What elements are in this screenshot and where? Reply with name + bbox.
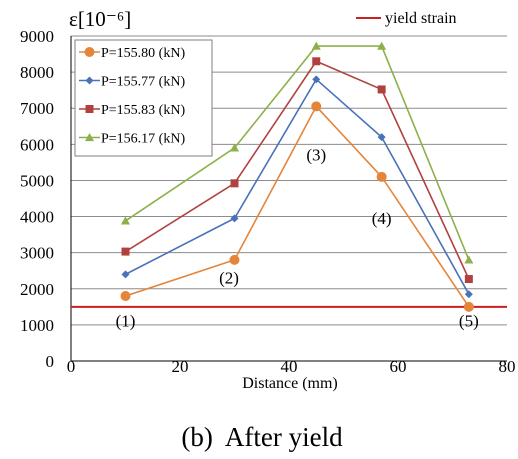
data-point-s2-4 bbox=[377, 133, 386, 142]
data-point-s2-5 bbox=[464, 290, 473, 299]
data-point-s3-1 bbox=[121, 247, 130, 256]
annotation-label-5: (5) bbox=[459, 312, 479, 331]
y-tick-labels: 0 1000 2000 3000 4000 5000 6000 7000 8000 9000 bbox=[20, 27, 54, 371]
annotation-label-1: (1) bbox=[116, 312, 136, 331]
legend-label-2: P=155.77 (kN) bbox=[101, 75, 185, 90]
legend: P=155.80 (kN) P=155.77 (kN) P=155.83 (kN) P… bbox=[74, 39, 213, 157]
legend-label-3: P=155.83 (kN) bbox=[101, 103, 185, 118]
data-point-s2-3 bbox=[312, 75, 321, 84]
data-point-s4-2 bbox=[230, 143, 239, 152]
data-point-s3-4 bbox=[377, 85, 386, 94]
y-tick-label-7000: 7000 bbox=[20, 99, 54, 118]
data-point-s4-5 bbox=[464, 255, 474, 264]
y-tick-label-5000: 5000 bbox=[20, 171, 54, 190]
x-axis-label: Distance (mm) bbox=[242, 375, 338, 392]
x-tick-label-60: 60 bbox=[390, 357, 407, 376]
chart-caption: (b) After yield bbox=[181, 422, 343, 452]
legend-marker-3 bbox=[85, 105, 94, 113]
annotation-label-3: (3) bbox=[306, 146, 326, 165]
data-point-s4-3 bbox=[311, 41, 321, 50]
data-point-s1-2 bbox=[229, 254, 240, 265]
annotations: (1) (2) (3) (4) (5) bbox=[116, 146, 479, 331]
data-point-s3-2 bbox=[230, 179, 239, 188]
y-tick-label-4000: 4000 bbox=[20, 208, 54, 227]
series-group bbox=[120, 41, 474, 312]
data-point-s3-5 bbox=[464, 275, 473, 284]
data-point-s1-5 bbox=[463, 301, 474, 312]
data-point-s1-1 bbox=[120, 291, 131, 301]
legend-marker-2 bbox=[85, 76, 94, 85]
y-tick-label-8000: 8000 bbox=[20, 63, 54, 82]
data-point-s2-2 bbox=[230, 214, 239, 223]
y-tick-label-1000: 1000 bbox=[20, 316, 54, 335]
y-tick-label-9000: 9000 bbox=[20, 27, 54, 46]
legend-label-4: P=156.17 (kN) bbox=[101, 132, 185, 147]
x-tick-label-80: 80 bbox=[499, 357, 516, 376]
annotation-label-2: (2) bbox=[219, 268, 239, 287]
y-tick-label-6000: 6000 bbox=[20, 135, 54, 154]
data-point-s4-4 bbox=[377, 41, 387, 50]
data-point-s1-4 bbox=[376, 171, 387, 182]
y-tick-label-0: 0 bbox=[46, 352, 55, 371]
legend-marker-4 bbox=[85, 133, 94, 142]
legend-box bbox=[74, 39, 213, 157]
legend-label-1: P=155.80 (kN) bbox=[101, 46, 185, 61]
y-tick-label-3000: 3000 bbox=[20, 244, 54, 263]
yield-strain-legend-label: yield strain bbox=[385, 10, 457, 27]
data-point-s1-3 bbox=[311, 101, 322, 112]
y-axis-label: ε[10⁻⁶] bbox=[69, 7, 131, 31]
x-tick-label-20: 20 bbox=[172, 357, 189, 376]
yield-strain-legend: yield strain bbox=[356, 10, 457, 27]
x-tick-label-0: 0 bbox=[67, 357, 76, 376]
data-point-s2-1 bbox=[121, 270, 130, 279]
data-point-s4-1 bbox=[121, 216, 130, 225]
data-point-s3-3 bbox=[312, 57, 321, 66]
annotation-label-4: (4) bbox=[372, 209, 392, 228]
x-tick-labels: 0 20 40 60 80 bbox=[67, 357, 516, 376]
y-tick-label-2000: 2000 bbox=[20, 280, 54, 299]
legend-marker-1 bbox=[84, 47, 95, 57]
x-tick-label-40: 40 bbox=[281, 357, 298, 376]
